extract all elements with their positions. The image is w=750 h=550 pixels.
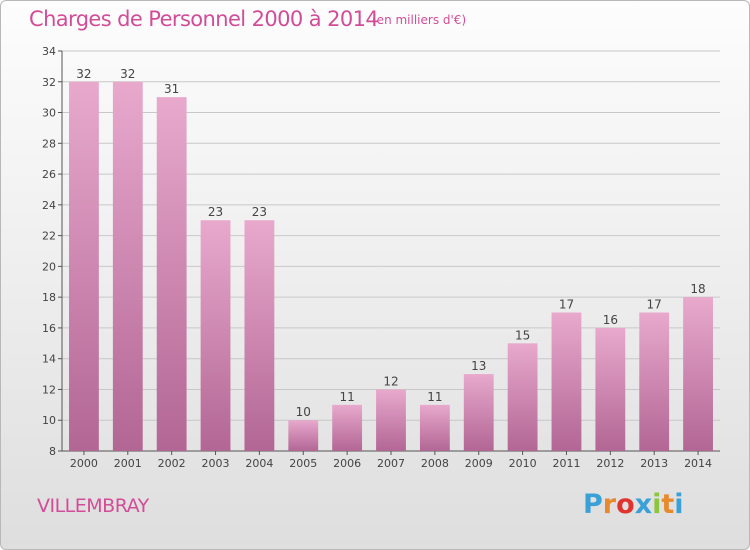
x-tick-label: 2014 <box>684 457 712 470</box>
y-tick-label: 14 <box>42 353 56 366</box>
y-tick-label: 28 <box>42 137 56 150</box>
data-label: 23 <box>252 205 267 219</box>
bar <box>463 374 494 451</box>
x-tick-label: 2003 <box>202 457 230 470</box>
bar <box>156 97 187 452</box>
data-label: 23 <box>208 205 223 219</box>
bar <box>683 297 713 451</box>
y-tick-label: 18 <box>42 291 56 304</box>
data-labels: 32 32 31 23 23 10 11 12 11 13 15 17 16 17 18 <box>76 67 705 419</box>
y-tick-label: 34 <box>42 45 56 58</box>
x-tick-label: 2002 <box>158 457 186 470</box>
bar <box>639 312 670 451</box>
data-label: 17 <box>559 298 574 312</box>
logo-letter: P <box>583 489 603 520</box>
data-label: 11 <box>427 390 442 404</box>
y-tick-label: 32 <box>42 76 56 89</box>
x-tick-label: 2008 <box>421 457 449 470</box>
x-tick-label: 2005 <box>289 457 317 470</box>
x-tick-label: 2009 <box>465 457 493 470</box>
bar <box>551 312 582 451</box>
x-tick-label: 2010 <box>509 457 537 470</box>
chart-subtitle: (en milliers d'€) <box>372 13 467 27</box>
y-tick-label: 26 <box>42 168 56 181</box>
bar <box>332 404 363 451</box>
data-label: 15 <box>515 328 530 342</box>
y-tick-label: 20 <box>42 260 56 273</box>
data-label: 18 <box>690 282 705 296</box>
bar <box>112 81 143 452</box>
x-tick-label: 2013 <box>640 457 668 470</box>
data-label: 32 <box>120 67 135 81</box>
data-label: 17 <box>647 298 662 312</box>
y-tick-label: 10 <box>42 414 56 427</box>
logo-letter: t <box>661 489 675 520</box>
x-tick-label: 2007 <box>377 457 405 470</box>
axes: 8 10 12 14 16 18 20 22 24 26 28 30 32 34 2000 2001 2002 2… <box>42 45 720 470</box>
logo-letter: r <box>602 489 617 520</box>
bar <box>595 327 626 451</box>
x-tick-label: 2004 <box>245 457 273 470</box>
y-tick-label: 22 <box>42 230 56 243</box>
bar <box>69 81 99 452</box>
data-label: 32 <box>76 67 91 81</box>
data-label: 10 <box>296 405 311 419</box>
logo-letter: o <box>616 489 635 520</box>
x-tick-label: 2012 <box>596 457 624 470</box>
x-tick-label: 2001 <box>114 457 142 470</box>
chart-title: Charges de Personnel 2000 à 2014 <box>29 7 379 31</box>
bars <box>69 81 713 452</box>
logo-letter: i <box>652 489 662 520</box>
y-tick-label: 16 <box>42 322 56 335</box>
bar <box>244 220 275 451</box>
data-label: 16 <box>603 313 618 327</box>
data-label: 31 <box>164 82 179 96</box>
bar <box>376 389 406 451</box>
logo-letter: x <box>634 489 653 520</box>
data-label: 12 <box>383 374 398 388</box>
bar <box>200 220 231 451</box>
y-tick-label: 30 <box>42 107 56 120</box>
x-tick-label: 2000 <box>70 457 98 470</box>
y-tick-label: 12 <box>42 383 56 396</box>
x-tick-label: 2011 <box>552 457 580 470</box>
commune-name: VILLEMBRAY <box>37 495 149 517</box>
data-label: 11 <box>339 390 354 404</box>
proxiti-logo[interactable]: Proxiti <box>583 489 684 520</box>
data-label: 13 <box>471 359 486 373</box>
bar <box>288 420 319 451</box>
y-tick-label: 24 <box>42 199 56 212</box>
x-tick-label: 2006 <box>333 457 361 470</box>
bar <box>507 343 538 451</box>
logo-letter: i <box>674 489 684 520</box>
bar <box>419 404 450 451</box>
y-tick-label: 8 <box>49 445 56 458</box>
